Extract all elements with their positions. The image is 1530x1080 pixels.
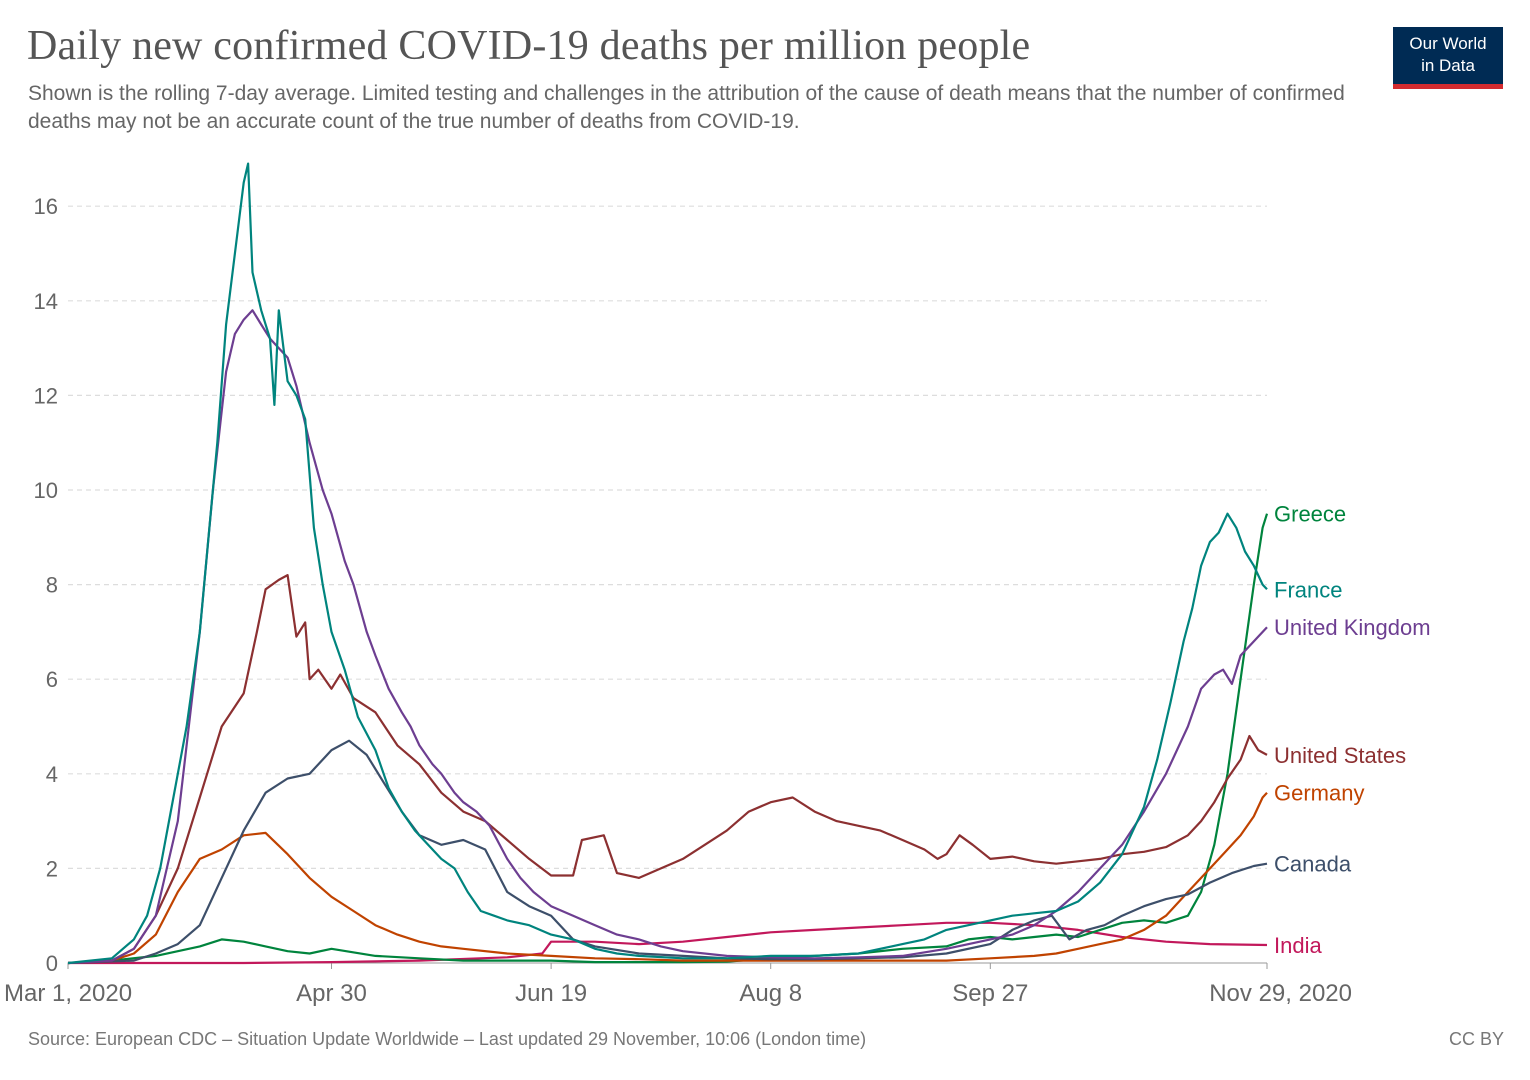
series-label-canada[interactable]: Canada [1274, 852, 1352, 877]
source-note: Source: European CDC – Situation Update … [28, 1029, 867, 1049]
series-label-india[interactable]: India [1274, 933, 1322, 958]
grid-lines [68, 205, 1267, 870]
series-label-france[interactable]: France [1274, 577, 1342, 602]
y-tick-label: 8 [46, 573, 58, 598]
series-line-united-states[interactable] [67, 574, 1268, 965]
x-tick-label: Jun 19 [515, 980, 587, 1007]
x-tick-label: Nov 29, 2020 [1209, 980, 1352, 1007]
series-line-canada[interactable] [67, 739, 1268, 965]
logo-line-1: Our World [1409, 34, 1487, 53]
series-label-greece[interactable]: Greece [1274, 502, 1346, 527]
chart-subtitle: Shown is the rolling 7-day average. Limi… [28, 82, 1345, 133]
y-tick-label: 0 [46, 951, 58, 976]
series-label-germany[interactable]: Germany [1274, 781, 1364, 806]
series-label-united-kingdom[interactable]: United Kingdom [1274, 615, 1431, 640]
y-tick-label: 16 [34, 194, 58, 219]
our-world-in-data-logo[interactable]: Our World in Data [1393, 27, 1503, 89]
x-tick-label: Mar 1, 2020 [4, 980, 132, 1007]
license-link[interactable]: CC BY [1448, 1029, 1504, 1049]
series-line-united-kingdom[interactable] [67, 309, 1268, 965]
series-labels: India Greece Germany Canada United States Uni… [1274, 502, 1431, 958]
x-axis: Mar 1, 2020 Apr 30 Jun 19 Aug 8 Sep 27 Nov 29… [4, 962, 1352, 1007]
series-line-germany[interactable] [67, 791, 1268, 965]
y-tick-label: 10 [34, 478, 58, 503]
series-line-france[interactable] [67, 162, 1268, 965]
logo-line-2: in Data [1421, 56, 1475, 75]
y-tick-label: 4 [46, 762, 58, 787]
y-tick-label: 12 [34, 383, 58, 408]
y-tick-label: 14 [34, 289, 58, 314]
series-line-greece[interactable] [67, 513, 1269, 965]
x-tick-label: Apr 30 [296, 980, 367, 1007]
y-axis-ticks: 0 2 4 6 8 10 12 14 16 [34, 194, 58, 976]
y-tick-label: 2 [46, 856, 58, 881]
series-label-united-states[interactable]: United States [1274, 743, 1406, 768]
series-lines [67, 162, 1269, 965]
x-tick-label: Aug 8 [739, 980, 802, 1007]
chart-title: Daily new confirmed COVID-19 deaths per … [27, 23, 1031, 69]
y-tick-label: 6 [46, 667, 58, 692]
x-tick-label: Sep 27 [952, 980, 1028, 1007]
